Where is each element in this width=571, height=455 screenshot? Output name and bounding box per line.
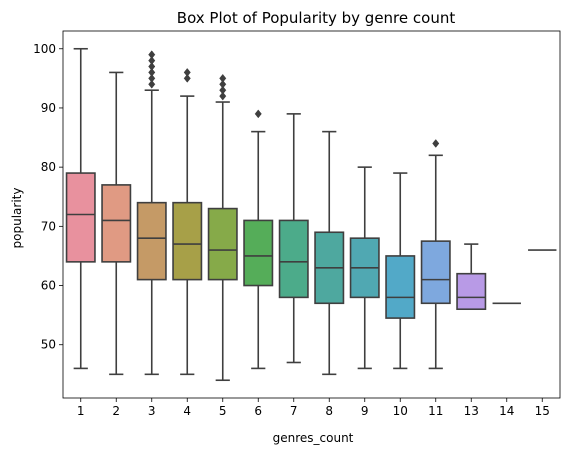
outlier-point [148, 68, 156, 77]
box-group-1 [65, 47, 96, 370]
box-iqr [456, 272, 487, 311]
x-tick-label: 10 [393, 404, 408, 418]
outlier-point [432, 139, 440, 148]
x-tick-label: 1 [77, 404, 85, 418]
y-tick-label: 100 [33, 42, 56, 56]
x-tick-label: 8 [325, 404, 333, 418]
chart-title: Box Plot of Popularity by genre count [177, 9, 456, 27]
outlier-point [148, 50, 156, 60]
x-axis-label: genres_count [273, 431, 354, 445]
outlier-point [148, 73, 156, 83]
outlier-point [219, 79, 227, 89]
outlier-point [148, 79, 156, 89]
outlier-point [219, 73, 227, 83]
y-tick-label: 70 [41, 219, 56, 233]
outlier-point [148, 62, 156, 71]
box-iqr [172, 201, 203, 281]
x-tick-label: 4 [183, 404, 191, 418]
x-tick-label: 9 [361, 404, 369, 418]
y-tick-label: 80 [41, 160, 56, 174]
x-tick-label: 2 [112, 404, 120, 418]
box-iqr [278, 219, 309, 299]
x-tick-label: 7 [290, 404, 298, 418]
box-group-3 [136, 50, 167, 376]
y-axis-label: popularity [10, 188, 24, 249]
x-tick-label: 11 [428, 404, 443, 418]
box-iqr [243, 219, 274, 287]
y-tick-label: 60 [41, 279, 56, 293]
box-group-8 [314, 130, 345, 376]
outlier-point [219, 85, 227, 95]
box-iqr [65, 172, 96, 263]
box-iqr [420, 240, 451, 305]
box-iqr [136, 201, 167, 281]
x-tick-label: 15 [535, 404, 550, 418]
y-tick-label: 90 [41, 101, 56, 115]
box-iqr [101, 184, 132, 263]
box-group-7 [278, 113, 309, 364]
outlier-point [148, 56, 156, 65]
x-axis: 1 2 3 4 5 6 7 8 9 10 11 13 14 15 [77, 398, 550, 418]
plot-area [65, 47, 557, 382]
box-group-4 [172, 68, 203, 376]
box-iqr [207, 207, 238, 281]
box-group-5 [207, 73, 238, 382]
plot-frame [62, 30, 561, 399]
x-tick-label: 5 [219, 404, 227, 418]
box-group-6 [243, 109, 274, 370]
box-group-11 [420, 139, 451, 370]
box-group-2 [101, 71, 132, 376]
x-tick-label: 3 [148, 404, 156, 418]
outlier-point [183, 68, 191, 77]
outlier-point [254, 109, 262, 119]
outlier-point [183, 73, 191, 83]
outlier-point [219, 91, 227, 101]
box-group-13 [456, 243, 487, 311]
y-axis: 50 60 70 80 90 100 [33, 42, 63, 352]
box-group-9 [349, 166, 380, 370]
x-tick-label: 13 [464, 404, 479, 418]
x-tick-label: 14 [499, 404, 514, 418]
box-iqr [385, 255, 416, 319]
box-group-10 [385, 172, 416, 370]
x-tick-label: 6 [254, 404, 262, 418]
y-tick-label: 50 [41, 338, 56, 352]
